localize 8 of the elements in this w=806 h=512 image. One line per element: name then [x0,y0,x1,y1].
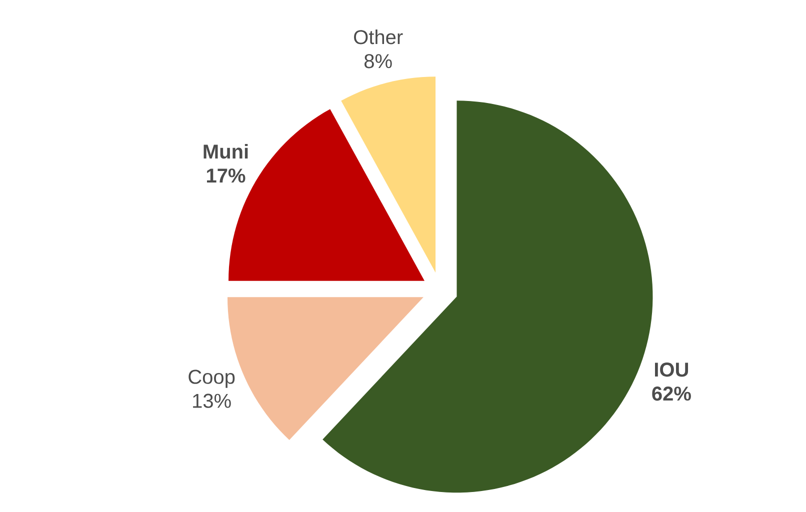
slice-label: IOU [655,362,688,377]
slice-label: Other [354,30,403,44]
data-label: 8% [364,54,392,68]
data-label: 13% [193,394,231,408]
slice-label: Coop [188,370,235,388]
slice-label: Muni [204,144,248,159]
data-label: 62% [652,386,691,401]
data-label: 17% [206,168,246,183]
